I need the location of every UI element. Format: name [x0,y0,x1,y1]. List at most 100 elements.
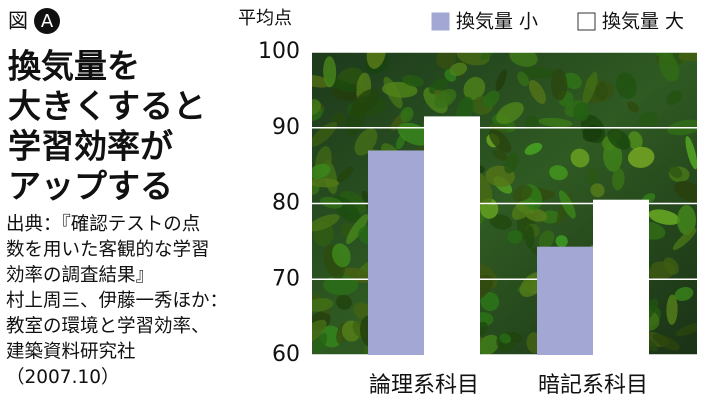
title-line: 学習効率が [8,127,173,166]
source-line: 効率の調査結果』 [6,265,154,286]
leaf [522,66,555,79]
legend-label: 換気量 大 [602,11,684,33]
leaf [488,129,512,153]
leaf [673,180,697,204]
leaf [582,125,603,143]
leaf [495,69,507,92]
leaf [524,142,543,155]
source-line: 建築資料研究社 [6,342,136,363]
leaf [525,225,535,249]
leaf [563,72,582,90]
y-tick-label: 100 [258,39,300,64]
leaf [590,183,605,198]
leaf [570,148,590,168]
leaf [507,230,523,244]
leaf [354,128,378,156]
leaf [558,190,576,219]
leaf [582,71,598,105]
leaf [627,101,639,113]
x-tick-label: 論理系科目 [369,373,479,398]
leaf [627,131,643,150]
leaf [603,141,623,172]
source-line: 村上周三、伊藤一秀ほか： [6,291,228,312]
leaf [312,163,331,179]
bar [537,246,593,355]
leaf [555,235,568,248]
source-line: 数を用いた客観的な学習 [6,240,210,261]
x-tick-label: 暗記系科目 [538,373,648,398]
leaf [538,117,573,128]
source-line: 教室の環境と学習効率、 [6,316,210,337]
leaf [669,166,683,179]
leaf [663,257,680,275]
leaf [346,214,369,245]
title-line: アップする [8,167,173,206]
y-axis-label: 平均点 [238,8,292,29]
source-line: （2007.10） [6,367,120,388]
leaf [456,52,490,66]
leaf [616,72,637,99]
leaf [336,166,354,183]
source-line: 出典：『確認テストの点 [6,214,200,235]
leaf [312,319,327,346]
legend-swatch [577,12,596,31]
figure-label: 図 [8,9,28,33]
leaf [312,99,321,116]
y-tick-label: 60 [272,342,300,367]
leaf [463,76,486,100]
leaf [320,196,343,209]
leaf [525,115,539,130]
figure-letter: A [41,11,54,32]
leaf [366,52,387,69]
leaf [477,334,500,355]
leaf [496,101,524,124]
leaf [607,128,631,150]
leaf [648,209,680,225]
leaf [336,294,352,310]
leaf [449,62,468,77]
leaf [612,168,625,191]
leaf [323,56,337,88]
leaf [312,298,334,312]
leaf [489,214,512,230]
leaf [573,101,590,122]
figure-badge [34,8,60,34]
leaf [401,75,424,87]
y-tick-label: 80 [272,191,300,216]
leaf [436,52,456,70]
leaf [480,292,500,312]
leaf [675,322,697,336]
leaf [666,294,678,325]
leaf [312,214,340,232]
leaf [666,90,683,106]
leaf [512,185,533,202]
leaf [312,74,332,88]
leaf [672,228,697,250]
title-line: 大きくすると [8,87,206,126]
bar [593,199,649,355]
leaf [332,243,351,268]
y-tick-label: 70 [272,266,300,291]
leaf [480,52,495,61]
leaf [428,78,449,95]
legend-swatch [431,12,450,31]
leaf [517,71,530,87]
leaf [638,111,659,128]
leaf [400,106,414,123]
leaf [381,81,418,98]
bar [424,116,480,355]
leaf [351,88,380,115]
leaf [333,112,346,126]
leaf [313,332,328,353]
leaf [674,287,694,302]
leaf [538,230,555,249]
leaf [678,52,697,62]
title-line: 換気量を [8,47,140,86]
leaf [322,275,359,296]
leaf [482,90,500,108]
leaf [652,333,680,351]
leaf [312,177,340,188]
leaf [627,146,655,168]
leaf [434,88,457,108]
